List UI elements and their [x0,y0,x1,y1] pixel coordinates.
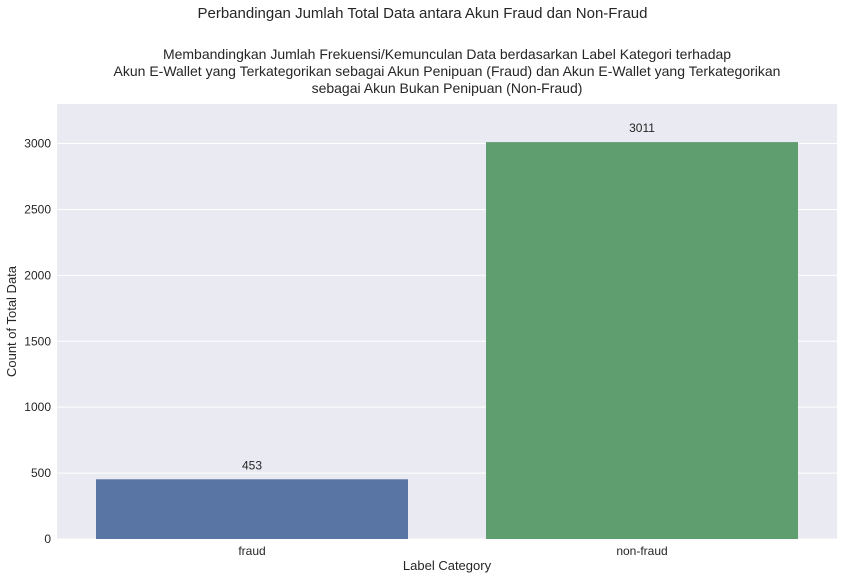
bars [96,142,798,539]
y-tick-labels: 0 500 1000 1500 2000 2500 3000 [24,137,51,546]
x-tick-label-fraud: fraud [238,544,265,558]
y-axis-label: Count of Total Data [4,265,19,377]
data-labels: 453 3011 [242,121,655,472]
y-tick-label: 2000 [24,268,51,282]
data-label-fraud: 453 [242,458,262,472]
bar-fraud [96,479,408,539]
y-tick-label: 500 [31,466,51,480]
y-tick-label: 3000 [24,137,51,151]
x-axis-label: Label Category [403,558,492,573]
chart-title-line-1: Membandingkan Jumlah Frekuensi/Kemuncula… [162,46,732,62]
chart-suptitle: Perbandingan Jumlah Total Data antara Ak… [197,5,648,22]
chart-title-line-2: Akun E-Wallet yang Terkategorikan sebaga… [113,63,781,79]
data-label-non-fraud: 3011 [629,121,655,135]
bar-non-fraud [486,142,798,539]
y-tick-label: 1000 [24,400,51,414]
chart-title-line-3: sebagai Akun Bukan Penipuan (Non-Fraud) [311,80,583,96]
y-tick-label: 2500 [24,202,51,216]
y-tick-label: 0 [44,532,51,546]
chart-title: Membandingkan Jumlah Frekuensi/Kemuncula… [57,46,837,97]
x-tick-labels: fraud non-fraud [238,544,667,558]
y-tick-label: 1500 [24,334,51,348]
x-tick-label-non-fraud: non-fraud [616,544,667,558]
